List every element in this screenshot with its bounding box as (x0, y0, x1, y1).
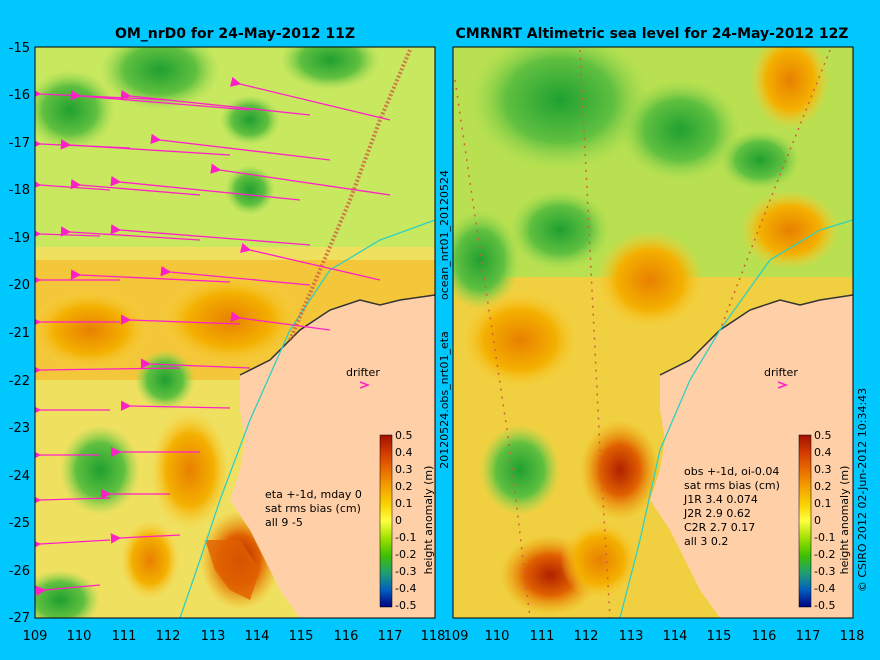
cb-tick: 0.5 (395, 429, 413, 442)
y-tick: -26 (9, 564, 30, 579)
cb-tick: 0.4 (395, 446, 413, 459)
left-stat-line: sat rms bias (cm) (265, 502, 361, 515)
x-tick: 118 (421, 629, 446, 644)
right-stat-line: C2R 2.7 0.17 (684, 521, 755, 534)
y-tick: -18 (9, 183, 30, 198)
left-stats: eta +-1d, mday 0 sat rms bias (cm) all 9… (265, 488, 362, 529)
y-tick: -20 (9, 278, 30, 293)
right-colorbar: 0.5 0.4 0.3 0.2 0.1 0 -0.1 -0.2 -0.3 -0.… (798, 429, 851, 612)
y-tick: -25 (9, 516, 30, 531)
x-tick: 115 (289, 629, 314, 644)
x-tick: 117 (796, 629, 821, 644)
left-frame (34, 46, 436, 619)
cb-tick: -0.1 (395, 531, 416, 544)
cb-tick: 0.1 (395, 497, 413, 510)
cb-tick: 0.1 (814, 497, 832, 510)
x-tick: 111 (530, 629, 555, 644)
cb-tick: 0.3 (395, 463, 413, 476)
x-tick: 112 (156, 629, 181, 644)
left-shelf-contour (179, 219, 435, 618)
left-x-axis-ticks: 109 110 111 112 113 114 115 116 117 118 (23, 629, 446, 644)
right-stat-line: J2R 2.9 0.62 (683, 507, 751, 520)
left-drifter-label: drifter (346, 366, 380, 379)
y-tick: -27 (9, 611, 30, 626)
left-velocity-arrows (35, 76, 391, 597)
y-tick: -19 (9, 231, 30, 246)
x-tick: 113 (619, 629, 644, 644)
x-tick: 115 (707, 629, 732, 644)
x-tick: 109 (23, 629, 48, 644)
x-tick: 111 (112, 629, 137, 644)
y-tick: -16 (9, 88, 30, 103)
right-colorbar-label: height anomaly (m) (838, 466, 851, 575)
left-satellite-track (288, 49, 412, 341)
right-title: CMRNRT Altimetric sea level for 24-May-2… (456, 26, 849, 42)
left-drifter-icon (359, 381, 371, 389)
x-tick: 110 (485, 629, 510, 644)
right-satellite-tracks (454, 49, 831, 618)
right-x-axis-ticks: 109 110 111 112 113 114 115 116 117 118 (444, 629, 865, 644)
right-frame (452, 46, 854, 619)
left-stat-line: all 9 -5 (265, 516, 303, 529)
cb-tick: 0 (395, 514, 402, 527)
x-tick: 109 (444, 629, 469, 644)
right-stat-line: all 3 0.2 (684, 535, 728, 548)
right-stat-line: sat rms bias (cm) (684, 479, 780, 492)
cb-tick: 0 (814, 514, 821, 527)
right-shelf-contour (619, 219, 853, 618)
left-title: OM_nrD0 for 24-May-2012 11Z (115, 26, 355, 42)
y-tick: -22 (9, 374, 30, 389)
cb-tick: 0.3 (814, 463, 832, 476)
left-colorbar-label: height anomaly (m) (422, 466, 435, 575)
right-drifter-label: drifter (764, 366, 798, 379)
right-drifter-icon (777, 381, 789, 389)
x-tick: 112 (574, 629, 599, 644)
credit-label: © CSIRO 2012 02-Jun-2012 10:34:43 (856, 388, 869, 592)
cb-tick: -0.5 (395, 599, 416, 612)
right-stats: obs +-1d, oi-0.04 sat rms bias (cm) J1R … (683, 465, 780, 548)
x-tick: 116 (334, 629, 359, 644)
y-tick: -15 (9, 41, 30, 56)
cb-tick: 0.2 (814, 480, 832, 493)
cb-tick: -0.1 (814, 531, 835, 544)
cb-tick: -0.3 (395, 565, 416, 578)
x-tick: 110 (67, 629, 92, 644)
cb-tick: -0.2 (395, 548, 416, 561)
x-tick: 116 (752, 629, 777, 644)
x-tick: 117 (378, 629, 403, 644)
y-tick: -23 (9, 421, 30, 436)
x-tick: 118 (840, 629, 865, 644)
left-stat-line: eta +-1d, mday 0 (265, 488, 362, 501)
cb-tick: -0.4 (814, 582, 835, 595)
side-label-top: ocean_nrt01_20120524 (438, 170, 451, 300)
y-tick: -17 (9, 136, 30, 151)
right-map: drifter (453, 47, 853, 618)
x-tick: 114 (663, 629, 688, 644)
cb-tick: -0.5 (814, 599, 835, 612)
side-label-bottom: 20120524.obs_nrt01_eta (438, 331, 451, 469)
y-tick: -24 (9, 469, 30, 484)
right-stat-line: J1R 3.4 0.074 (683, 493, 758, 506)
x-tick: 114 (245, 629, 270, 644)
cb-tick: 0.5 (814, 429, 832, 442)
y-tick: -21 (9, 326, 30, 341)
cb-tick: -0.2 (814, 548, 835, 561)
x-tick: 113 (201, 629, 226, 644)
cb-tick: 0.2 (395, 480, 413, 493)
right-stat-line: obs +-1d, oi-0.04 (684, 465, 779, 478)
cb-tick: -0.4 (395, 582, 416, 595)
left-colorbar: 0.5 0.4 0.3 0.2 0.1 0 -0.1 -0.2 -0.3 -0.… (379, 429, 435, 612)
cb-tick: 0.4 (814, 446, 832, 459)
left-map: drifter (35, 47, 435, 618)
y-axis-ticks: -15 -16 -17 -18 -19 -20 -21 -22 -23 -24 … (9, 41, 30, 626)
cb-tick: -0.3 (814, 565, 835, 578)
